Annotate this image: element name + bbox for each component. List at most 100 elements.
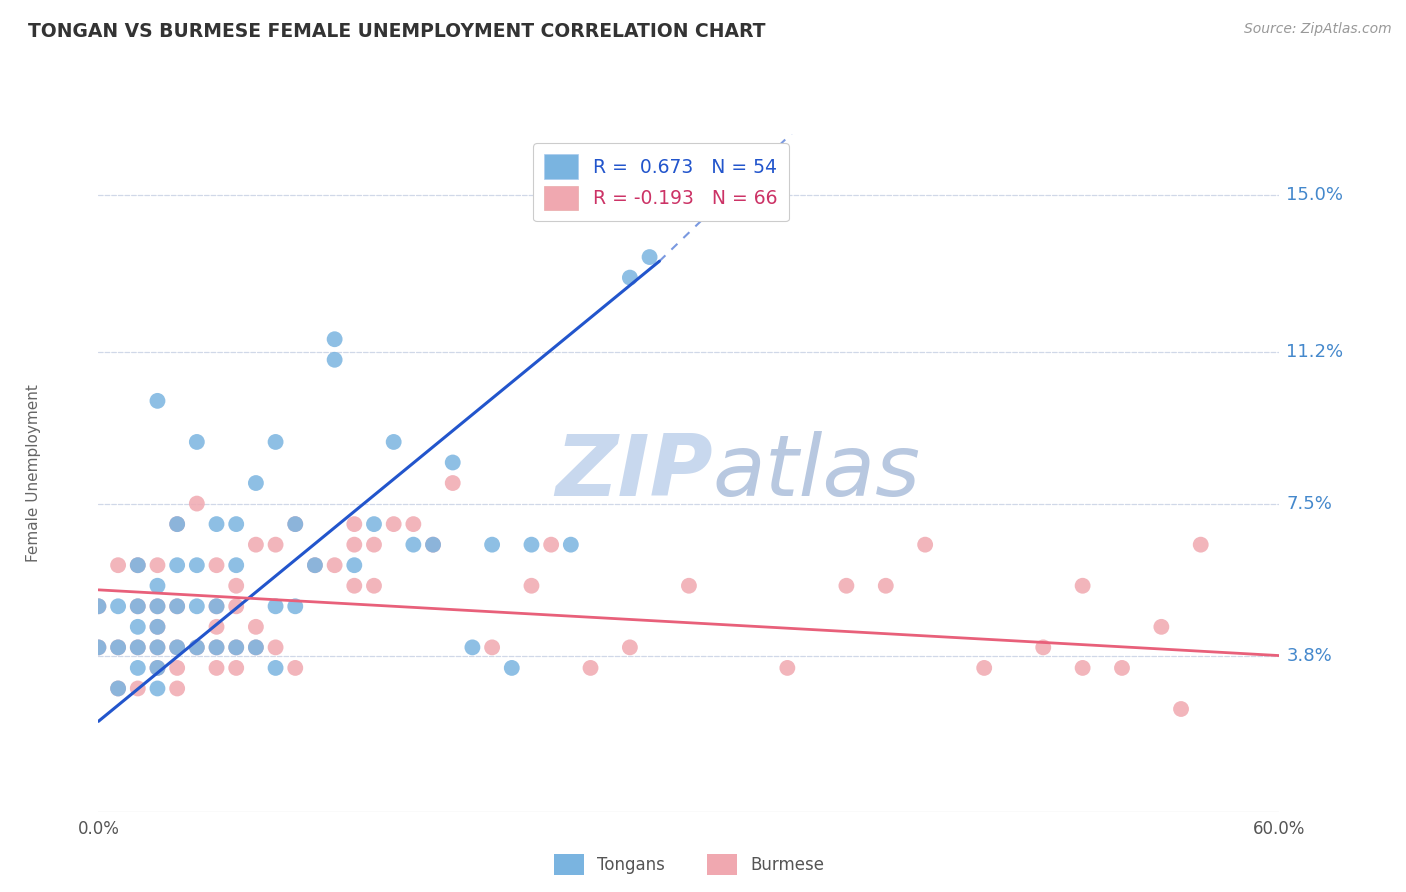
Point: [776, 661, 799, 675]
Point: [304, 558, 326, 573]
Point: [146, 661, 169, 675]
Point: [638, 250, 661, 264]
Point: [166, 558, 188, 573]
Point: [146, 599, 169, 614]
Point: [284, 517, 307, 532]
Point: [1071, 579, 1094, 593]
Point: [875, 579, 897, 593]
Point: [284, 517, 307, 532]
Point: [264, 599, 287, 614]
Point: [205, 620, 228, 634]
Point: [422, 538, 444, 552]
Point: [284, 599, 307, 614]
Point: [127, 640, 149, 655]
Point: [107, 681, 129, 696]
Point: [264, 538, 287, 552]
Point: [481, 538, 503, 552]
Point: [363, 538, 385, 552]
Point: [146, 640, 169, 655]
Point: [146, 393, 169, 408]
Point: [205, 517, 228, 532]
Point: [323, 352, 346, 367]
Point: [914, 538, 936, 552]
Point: [186, 640, 208, 655]
Point: [87, 640, 110, 655]
Text: ZIP: ZIP: [555, 431, 713, 515]
Point: [127, 558, 149, 573]
Point: [579, 661, 602, 675]
Point: [205, 599, 228, 614]
Point: [363, 517, 385, 532]
Text: 7.5%: 7.5%: [1286, 494, 1333, 513]
Point: [127, 681, 149, 696]
Point: [107, 599, 129, 614]
Point: [441, 476, 464, 491]
Point: [205, 640, 228, 655]
Point: [186, 599, 208, 614]
Point: [343, 517, 366, 532]
Point: [127, 599, 149, 614]
Point: [1111, 661, 1133, 675]
Point: [146, 599, 169, 614]
Point: [225, 599, 247, 614]
Point: [973, 661, 995, 675]
Point: [225, 640, 247, 655]
Point: [323, 332, 346, 346]
Point: [205, 640, 228, 655]
Point: [205, 661, 228, 675]
Point: [323, 558, 346, 573]
Point: [225, 558, 247, 573]
Point: [501, 661, 523, 675]
Point: [107, 640, 129, 655]
Point: [107, 681, 129, 696]
Point: [146, 681, 169, 696]
Point: [107, 558, 129, 573]
Point: [245, 476, 267, 491]
Point: [520, 538, 543, 552]
Point: [402, 538, 425, 552]
Point: [205, 558, 228, 573]
Text: Female Unemployment: Female Unemployment: [25, 384, 41, 562]
Point: [166, 599, 188, 614]
Point: [146, 620, 169, 634]
Point: [186, 640, 208, 655]
Point: [225, 661, 247, 675]
Point: [382, 517, 405, 532]
Point: [245, 538, 267, 552]
Point: [304, 558, 326, 573]
Point: [127, 640, 149, 655]
Point: [127, 620, 149, 634]
Point: [146, 661, 169, 675]
Point: [284, 661, 307, 675]
Point: [619, 270, 641, 285]
Point: [264, 434, 287, 449]
Text: 3.8%: 3.8%: [1286, 647, 1333, 665]
Text: Source: ZipAtlas.com: Source: ZipAtlas.com: [1244, 22, 1392, 37]
Point: [166, 640, 188, 655]
Point: [245, 640, 267, 655]
Point: [166, 661, 188, 675]
Text: 11.2%: 11.2%: [1286, 343, 1344, 360]
Point: [343, 538, 366, 552]
Point: [619, 640, 641, 655]
Point: [146, 558, 169, 573]
Point: [146, 640, 169, 655]
Point: [1071, 661, 1094, 675]
Point: [166, 681, 188, 696]
Point: [343, 558, 366, 573]
Point: [87, 599, 110, 614]
Point: [225, 640, 247, 655]
Point: [205, 599, 228, 614]
Point: [186, 497, 208, 511]
Point: [540, 538, 562, 552]
Point: [127, 661, 149, 675]
Point: [461, 640, 484, 655]
Point: [127, 558, 149, 573]
Point: [1032, 640, 1054, 655]
Point: [835, 579, 858, 593]
Point: [520, 579, 543, 593]
Point: [245, 620, 267, 634]
Text: 15.0%: 15.0%: [1286, 186, 1344, 204]
Point: [441, 455, 464, 469]
Point: [166, 599, 188, 614]
